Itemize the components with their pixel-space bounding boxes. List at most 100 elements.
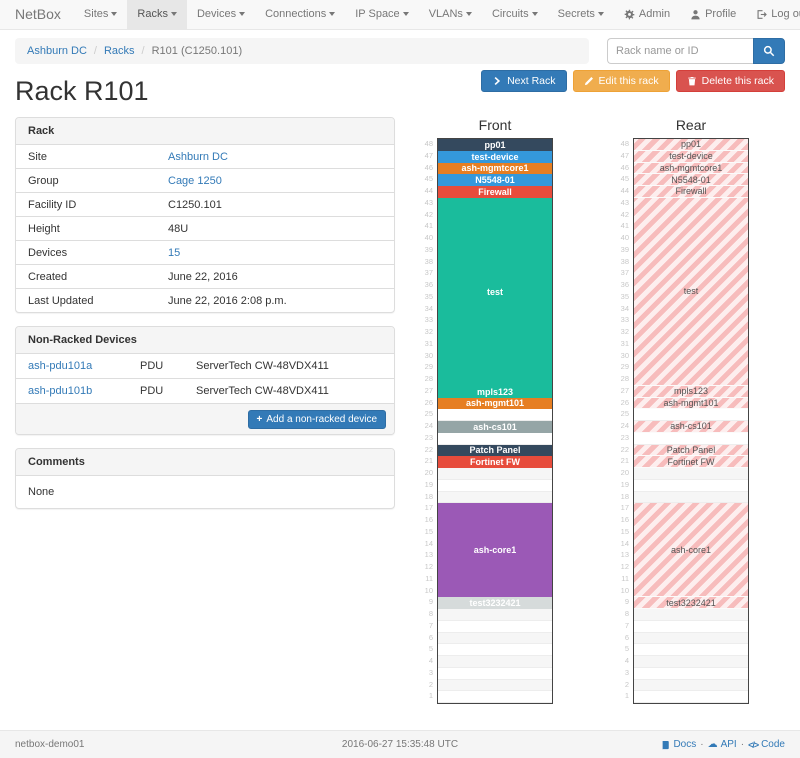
unit-number-label: 44 xyxy=(620,186,629,195)
unit-number-label: 22 xyxy=(424,444,433,454)
rack-unit-device[interactable]: Fortinet FW xyxy=(438,456,552,468)
rack-unit-empty xyxy=(634,479,748,492)
unit-number-label: 27 xyxy=(424,385,433,395)
rack-unit-device[interactable]: test3232421 xyxy=(438,597,552,609)
gear-icon xyxy=(624,9,635,20)
rack-unit-device[interactable]: test-device xyxy=(438,150,552,163)
unit-number-label: 4 xyxy=(624,656,629,665)
device-link[interactable]: ash-pdu101a xyxy=(28,360,93,372)
rack-unit-device[interactable]: mpls123 xyxy=(634,385,748,398)
unit-number-label: 33 xyxy=(424,315,433,325)
rack-unit-empty xyxy=(634,679,748,692)
rack-unit-device[interactable]: ash-mgmt101 xyxy=(634,397,748,410)
rack-unit-device[interactable]: ash-mgmtcore1 xyxy=(634,162,748,175)
rack-unit-device[interactable]: ash-core1 xyxy=(634,503,748,598)
page-footer: netbox-demo01 2016-06-27 15:35:48 UTC Do… xyxy=(0,730,800,758)
delete-rack-button[interactable]: Delete this rack xyxy=(675,70,785,92)
device-model: ServerTech CW-48VDX411 xyxy=(196,360,329,372)
unit-number-label: 47 xyxy=(620,150,629,160)
caret-down-icon xyxy=(111,12,118,17)
table-row: Last Updated June 22, 2016 2:08 p.m. xyxy=(16,288,394,312)
rack-unit-device[interactable]: Fortinet FW xyxy=(634,456,748,468)
add-non-racked-device-button[interactable]: + Add a non-racked device xyxy=(247,410,386,429)
rack-search-input[interactable] xyxy=(607,38,753,64)
device-link[interactable]: ash-pdu101b xyxy=(28,385,93,397)
footer-separator: · xyxy=(700,739,704,750)
non-racked-devices-panel: Non-Racked Devices ash-pdu101a PDU Serve… xyxy=(15,326,395,435)
rack-unit-device[interactable]: test-device xyxy=(634,150,748,163)
site-link[interactable]: Ashburn DC xyxy=(168,150,228,163)
unit-number-label: 20 xyxy=(620,468,629,477)
next-rack-button[interactable]: Next Rack xyxy=(481,70,567,92)
rack-unit-device[interactable]: test xyxy=(438,197,552,386)
rack-unit-device[interactable]: Patch Panel xyxy=(634,444,748,457)
edit-rack-button[interactable]: Edit this rack xyxy=(572,70,670,92)
rack-unit-device[interactable]: pp01 xyxy=(634,139,748,151)
devices-count-link[interactable]: 15 xyxy=(168,246,181,259)
rack-unit-device[interactable]: N5548-01 xyxy=(634,174,748,186)
non-racked-panel-title: Non-Racked Devices xyxy=(16,327,394,354)
rack-unit-device[interactable]: Patch Panel xyxy=(438,444,552,457)
unit-number-label: 20 xyxy=(424,468,433,477)
plus-icon: + xyxy=(256,414,263,425)
rack-unit-empty xyxy=(438,691,552,703)
rack-unit-device[interactable]: pp01 xyxy=(438,139,552,151)
api-link[interactable]: ☁ API xyxy=(707,739,737,750)
netbox-brand[interactable]: NetBox xyxy=(15,6,61,22)
admin-link[interactable]: Admin xyxy=(614,0,680,29)
unit-number-label: 26 xyxy=(620,397,629,407)
logout-link[interactable]: Log out xyxy=(746,0,800,29)
search-button[interactable] xyxy=(753,38,785,64)
unit-number-label: 24 xyxy=(424,421,433,430)
rack-unit-empty xyxy=(634,632,748,645)
unit-number-label: 23 xyxy=(424,432,433,442)
rack-unit-empty xyxy=(438,609,552,621)
page-title: Rack R101 xyxy=(15,76,149,106)
group-link[interactable]: Cage 1250 xyxy=(168,174,222,187)
rack-unit-device[interactable]: ash-core1 xyxy=(438,503,552,598)
caret-down-icon xyxy=(597,12,604,17)
rack-unit-empty xyxy=(438,632,552,645)
rack-unit-device[interactable]: Firewall xyxy=(634,186,748,198)
unit-number-label: 31 xyxy=(424,338,433,348)
unit-number-label: 10 xyxy=(620,585,629,595)
rack-unit-empty xyxy=(634,468,748,480)
rack-unit-empty xyxy=(634,691,748,703)
device-model: ServerTech CW-48VDX411 xyxy=(196,385,329,397)
code-link[interactable]: </> Code xyxy=(748,739,785,750)
nav-item-secrets[interactable]: Secrets xyxy=(548,0,614,29)
docs-link[interactable]: Docs xyxy=(660,739,696,750)
rack-unit-device[interactable]: Firewall xyxy=(438,186,552,198)
nav-item-vlans[interactable]: VLANs xyxy=(419,0,482,29)
nav-item-connections[interactable]: Connections xyxy=(255,0,345,29)
rack-unit-device[interactable]: ash-cs101 xyxy=(438,421,552,433)
nav-item-ip-space[interactable]: IP Space xyxy=(345,0,418,29)
profile-link[interactable]: Profile xyxy=(680,0,746,29)
nav-item-devices[interactable]: Devices xyxy=(187,0,255,29)
rack-unit-device[interactable]: test3232421 xyxy=(634,597,748,609)
rack-unit-device[interactable]: N5548-01 xyxy=(438,174,552,186)
comments-panel-title: Comments xyxy=(16,449,394,476)
rack-unit-device[interactable]: ash-mgmtcore1 xyxy=(438,162,552,175)
rack-unit-device[interactable]: ash-cs101 xyxy=(634,421,748,433)
rack-unit-device[interactable]: test xyxy=(634,197,748,386)
unit-number-label: 22 xyxy=(620,444,629,454)
unit-number-label: 46 xyxy=(424,162,433,172)
unit-number-label: 12 xyxy=(620,562,629,571)
nav-item-racks[interactable]: Racks xyxy=(127,0,187,29)
breadcrumb-racks-link[interactable]: Racks xyxy=(103,45,135,57)
user-nav: Admin Profile Log out xyxy=(614,0,800,29)
breadcrumb-site-link[interactable]: Ashburn DC xyxy=(27,45,87,57)
nav-item-sites[interactable]: Sites xyxy=(74,0,127,29)
unit-number-label: 11 xyxy=(621,573,629,583)
height-value: 48U xyxy=(168,222,189,235)
footer-separator: · xyxy=(740,739,745,750)
unit-number-label: 28 xyxy=(620,374,629,383)
unit-number-label: 48 xyxy=(424,139,433,148)
rack-unit-device[interactable]: ash-mgmt101 xyxy=(438,397,552,410)
unit-number-label: 18 xyxy=(620,491,629,501)
nav-item-circuits[interactable]: Circuits xyxy=(482,0,548,29)
unit-number-label: 1 xyxy=(428,691,433,701)
caret-down-icon xyxy=(531,12,538,17)
rack-unit-device[interactable]: mpls123 xyxy=(438,385,552,398)
